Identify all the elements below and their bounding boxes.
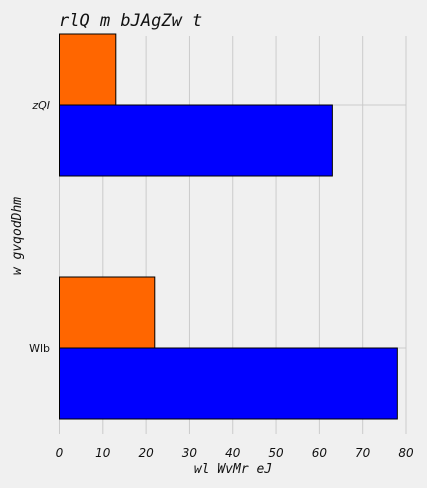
bar-zqi-series-1: [59, 104, 333, 177]
y-axis-label: w gvqodDhm: [10, 197, 25, 275]
chart-title: rlQ m bJAgZw t: [59, 11, 202, 31]
x-axis-label: wl WvMr eJ: [194, 462, 272, 477]
x-tick-label: 40: [225, 446, 241, 460]
x-tick-label: 80: [398, 446, 414, 460]
bar-zqi-series-2: [59, 33, 117, 106]
bar-wlb-series-1: [59, 347, 398, 420]
bar-wlb-series-2: [59, 276, 156, 349]
x-tick-label: 30: [182, 446, 198, 460]
y-tick-labels: zQI Wlb: [29, 99, 50, 355]
x-tick-labels: 0 10 20 30 40 50 60 70 80: [56, 446, 414, 460]
x-tick-label: 20: [138, 446, 154, 460]
bars: [59, 33, 398, 420]
x-tick-label: 70: [355, 446, 371, 460]
x-tick-label: 60: [312, 446, 328, 460]
x-tick-label: 0: [56, 446, 64, 460]
x-tick-label: 10: [95, 446, 111, 460]
y-tick-label: Wlb: [29, 342, 50, 355]
x-tick-label: 50: [268, 446, 284, 460]
y-tick-label: zQI: [31, 99, 50, 112]
